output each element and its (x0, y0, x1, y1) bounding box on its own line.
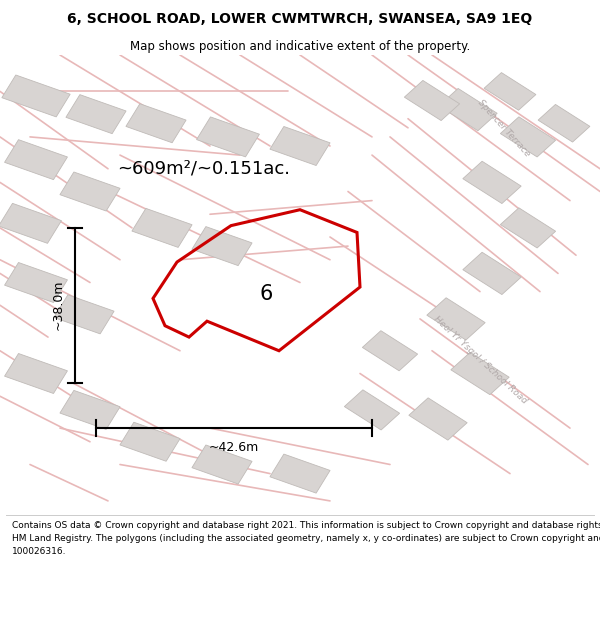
Bar (126, 104, 186, 142)
Text: 6: 6 (259, 284, 272, 304)
Bar (404, 81, 460, 121)
Bar (192, 227, 252, 266)
Bar (192, 445, 252, 484)
Text: ~38.0m: ~38.0m (51, 280, 64, 331)
Bar (5, 139, 67, 179)
Bar (132, 208, 192, 248)
Bar (427, 298, 485, 340)
Bar (362, 331, 418, 371)
Bar (66, 94, 126, 134)
Bar (5, 262, 67, 302)
Text: Heol Yr Ysgol / School Road: Heol Yr Ysgol / School Road (431, 314, 529, 406)
Bar (484, 72, 536, 110)
Text: ~42.6m: ~42.6m (209, 441, 259, 454)
Bar (439, 89, 497, 131)
Bar (197, 117, 259, 157)
Bar (120, 422, 180, 461)
Text: 6, SCHOOL ROAD, LOWER CWMTWRCH, SWANSEA, SA9 1EQ: 6, SCHOOL ROAD, LOWER CWMTWRCH, SWANSEA,… (67, 12, 533, 26)
Bar (270, 454, 330, 493)
Bar (500, 208, 556, 248)
Bar (463, 253, 521, 294)
Bar (60, 391, 120, 429)
Text: Spencer Terrace: Spencer Terrace (476, 98, 532, 158)
Bar (0, 203, 61, 243)
Bar (270, 126, 330, 166)
Bar (2, 75, 70, 117)
Bar (409, 398, 467, 440)
Bar (451, 352, 509, 394)
Bar (500, 117, 556, 157)
Bar (5, 354, 67, 394)
Text: Contains OS data © Crown copyright and database right 2021. This information is : Contains OS data © Crown copyright and d… (12, 521, 600, 556)
Text: Map shows position and indicative extent of the property.: Map shows position and indicative extent… (130, 39, 470, 52)
Bar (463, 161, 521, 204)
Bar (344, 390, 400, 430)
Bar (54, 295, 114, 334)
Bar (538, 104, 590, 142)
Text: ~609m²/~0.151ac.: ~609m²/~0.151ac. (117, 160, 290, 177)
Bar (60, 172, 120, 211)
